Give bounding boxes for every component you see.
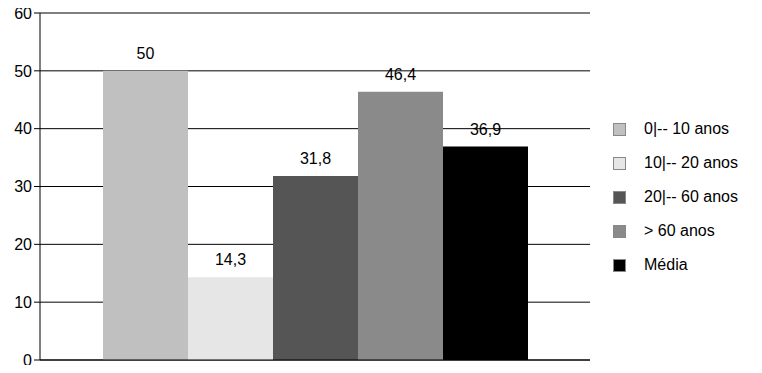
svg-text:46,4: 46,4 — [385, 66, 416, 83]
svg-text:30: 30 — [14, 178, 32, 195]
svg-text:50: 50 — [14, 63, 32, 80]
svg-text:50: 50 — [137, 45, 155, 62]
svg-text:20: 20 — [14, 236, 32, 253]
html-text:20|-- 60 anos: 20|-- 60 anos — [644, 188, 738, 205]
svg-text:10: 10 — [14, 294, 32, 311]
svg-text:0: 0 — [23, 352, 32, 365]
html-text:> 60 anos: > 60 anos — [644, 222, 715, 239]
svg-text:14,3: 14,3 — [215, 251, 246, 268]
svg-text:31,8: 31,8 — [300, 150, 331, 167]
svg-text:36,9: 36,9 — [470, 121, 501, 138]
html-text:Média: Média — [644, 256, 688, 273]
svg-text:60: 60 — [14, 8, 32, 22]
html-text:10|-- 20 anos: 10|-- 20 anos — [644, 154, 738, 171]
svg-text:40: 40 — [14, 120, 32, 137]
html-text:0|-- 10 anos: 0|-- 10 anos — [644, 120, 730, 137]
